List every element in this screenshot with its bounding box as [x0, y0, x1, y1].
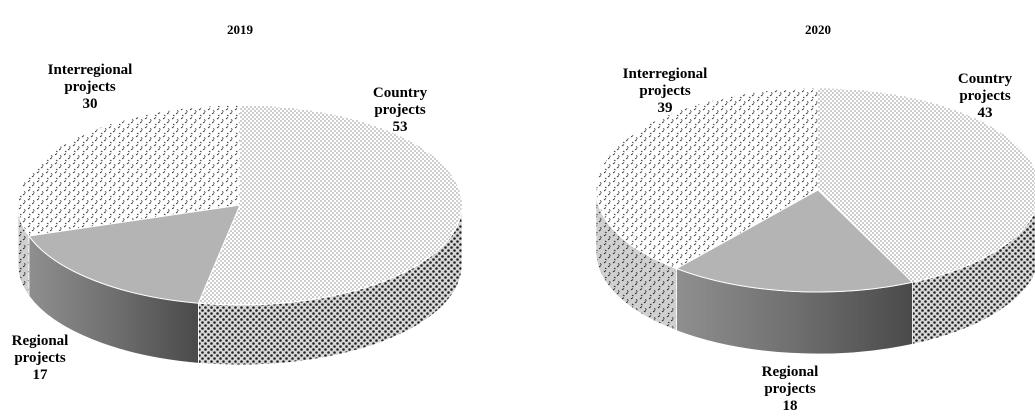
- chart-title: 2020: [805, 22, 831, 37]
- slice-label-line: Country: [373, 85, 428, 101]
- slice-value: 43: [978, 105, 993, 121]
- slice-label: Interregional projects 30: [48, 62, 133, 112]
- slice-label: Regional projects 18: [762, 364, 819, 414]
- slice-label-line: projects: [64, 79, 116, 95]
- slice-label-line: Regional: [762, 364, 819, 380]
- slice-label-line: projects: [764, 381, 816, 397]
- slice-label-line: projects: [374, 102, 426, 118]
- slice-value: 53: [393, 119, 408, 135]
- slice-label: Interregional projects 39: [623, 66, 708, 116]
- pie-slice: [17, 104, 241, 237]
- slice-value: 17: [33, 367, 49, 383]
- chart-title: 2019: [227, 22, 254, 37]
- pie-slice: [197, 104, 463, 306]
- slice-label-line: Interregional: [623, 66, 708, 82]
- slice-label-line: projects: [14, 350, 66, 366]
- slice-label: Regional projects 17: [12, 333, 69, 383]
- slice-value: 30: [83, 96, 98, 112]
- slice-label: Country projects 43: [958, 71, 1013, 121]
- slice-label-line: Country: [958, 71, 1013, 87]
- pie-slice: [27, 204, 241, 304]
- pie-slice: [675, 189, 914, 293]
- slice-label-line: projects: [639, 83, 691, 99]
- slice-value: 18: [783, 398, 798, 414]
- slice-label-line: Interregional: [48, 62, 133, 78]
- slice-label-line: Regional: [12, 333, 69, 349]
- slice-label: Country projects 53: [373, 85, 428, 135]
- slice-label-line: projects: [959, 88, 1011, 104]
- slice-value: 39: [658, 100, 673, 116]
- pie-slice: [595, 87, 819, 270]
